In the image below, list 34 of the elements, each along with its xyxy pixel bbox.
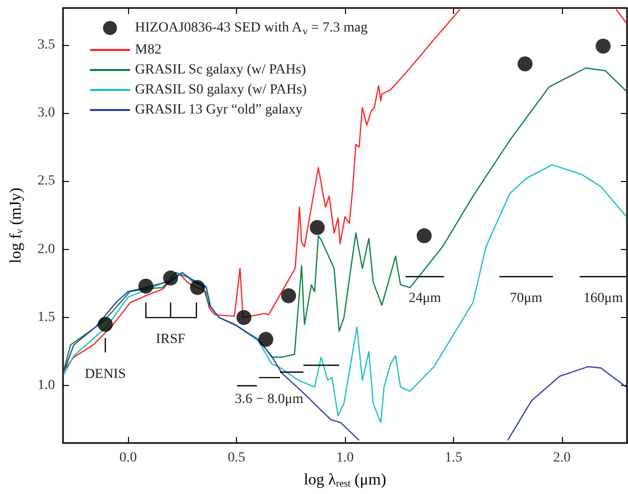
x-tick-label: 1.5 xyxy=(444,450,462,466)
x-tick-label: 1.0 xyxy=(336,450,354,466)
x-tick-label: 0.5 xyxy=(228,450,246,466)
point xyxy=(190,280,205,296)
point xyxy=(596,38,611,54)
line-series xyxy=(63,164,627,424)
legend-label: GRASIL 13 Gyr “old” galaxy xyxy=(135,102,302,118)
y-tick-label: 3.0 xyxy=(38,106,55,120)
x-tick-label: 2.0 xyxy=(553,450,571,466)
annotation: DENIS xyxy=(84,366,126,382)
point xyxy=(236,310,252,326)
legend-label: GRASIL Sc galaxy (w/ PAHs) xyxy=(135,62,306,78)
point xyxy=(258,332,274,347)
point xyxy=(310,220,325,236)
y-tick-label: 2.0 xyxy=(38,242,55,257)
annotation: 70μm xyxy=(510,291,542,306)
annotation: 24μm xyxy=(408,291,442,306)
point xyxy=(138,278,154,294)
y-tick-label: 1.0 xyxy=(38,378,55,394)
legend-label: GRASIL S0 galaxy (w/ PAHs) xyxy=(135,82,307,98)
x-tick-label: 0.0 xyxy=(119,450,137,466)
point xyxy=(281,288,296,304)
y-tick-label: 3.5 xyxy=(38,37,55,52)
y-axis-title: log fν (mJy) xyxy=(8,188,26,264)
point xyxy=(518,56,533,72)
y-tick-label: 2.5 xyxy=(38,174,55,189)
point xyxy=(416,228,432,244)
annotation: 3.6 − 8.0μm xyxy=(234,392,304,408)
legend-label: M82 xyxy=(135,42,162,58)
annotation: IRSF xyxy=(156,332,186,348)
point xyxy=(163,270,178,286)
annotation: 160μm xyxy=(583,291,623,306)
point xyxy=(98,316,113,332)
y-tick-label: 1.5 xyxy=(38,310,55,326)
